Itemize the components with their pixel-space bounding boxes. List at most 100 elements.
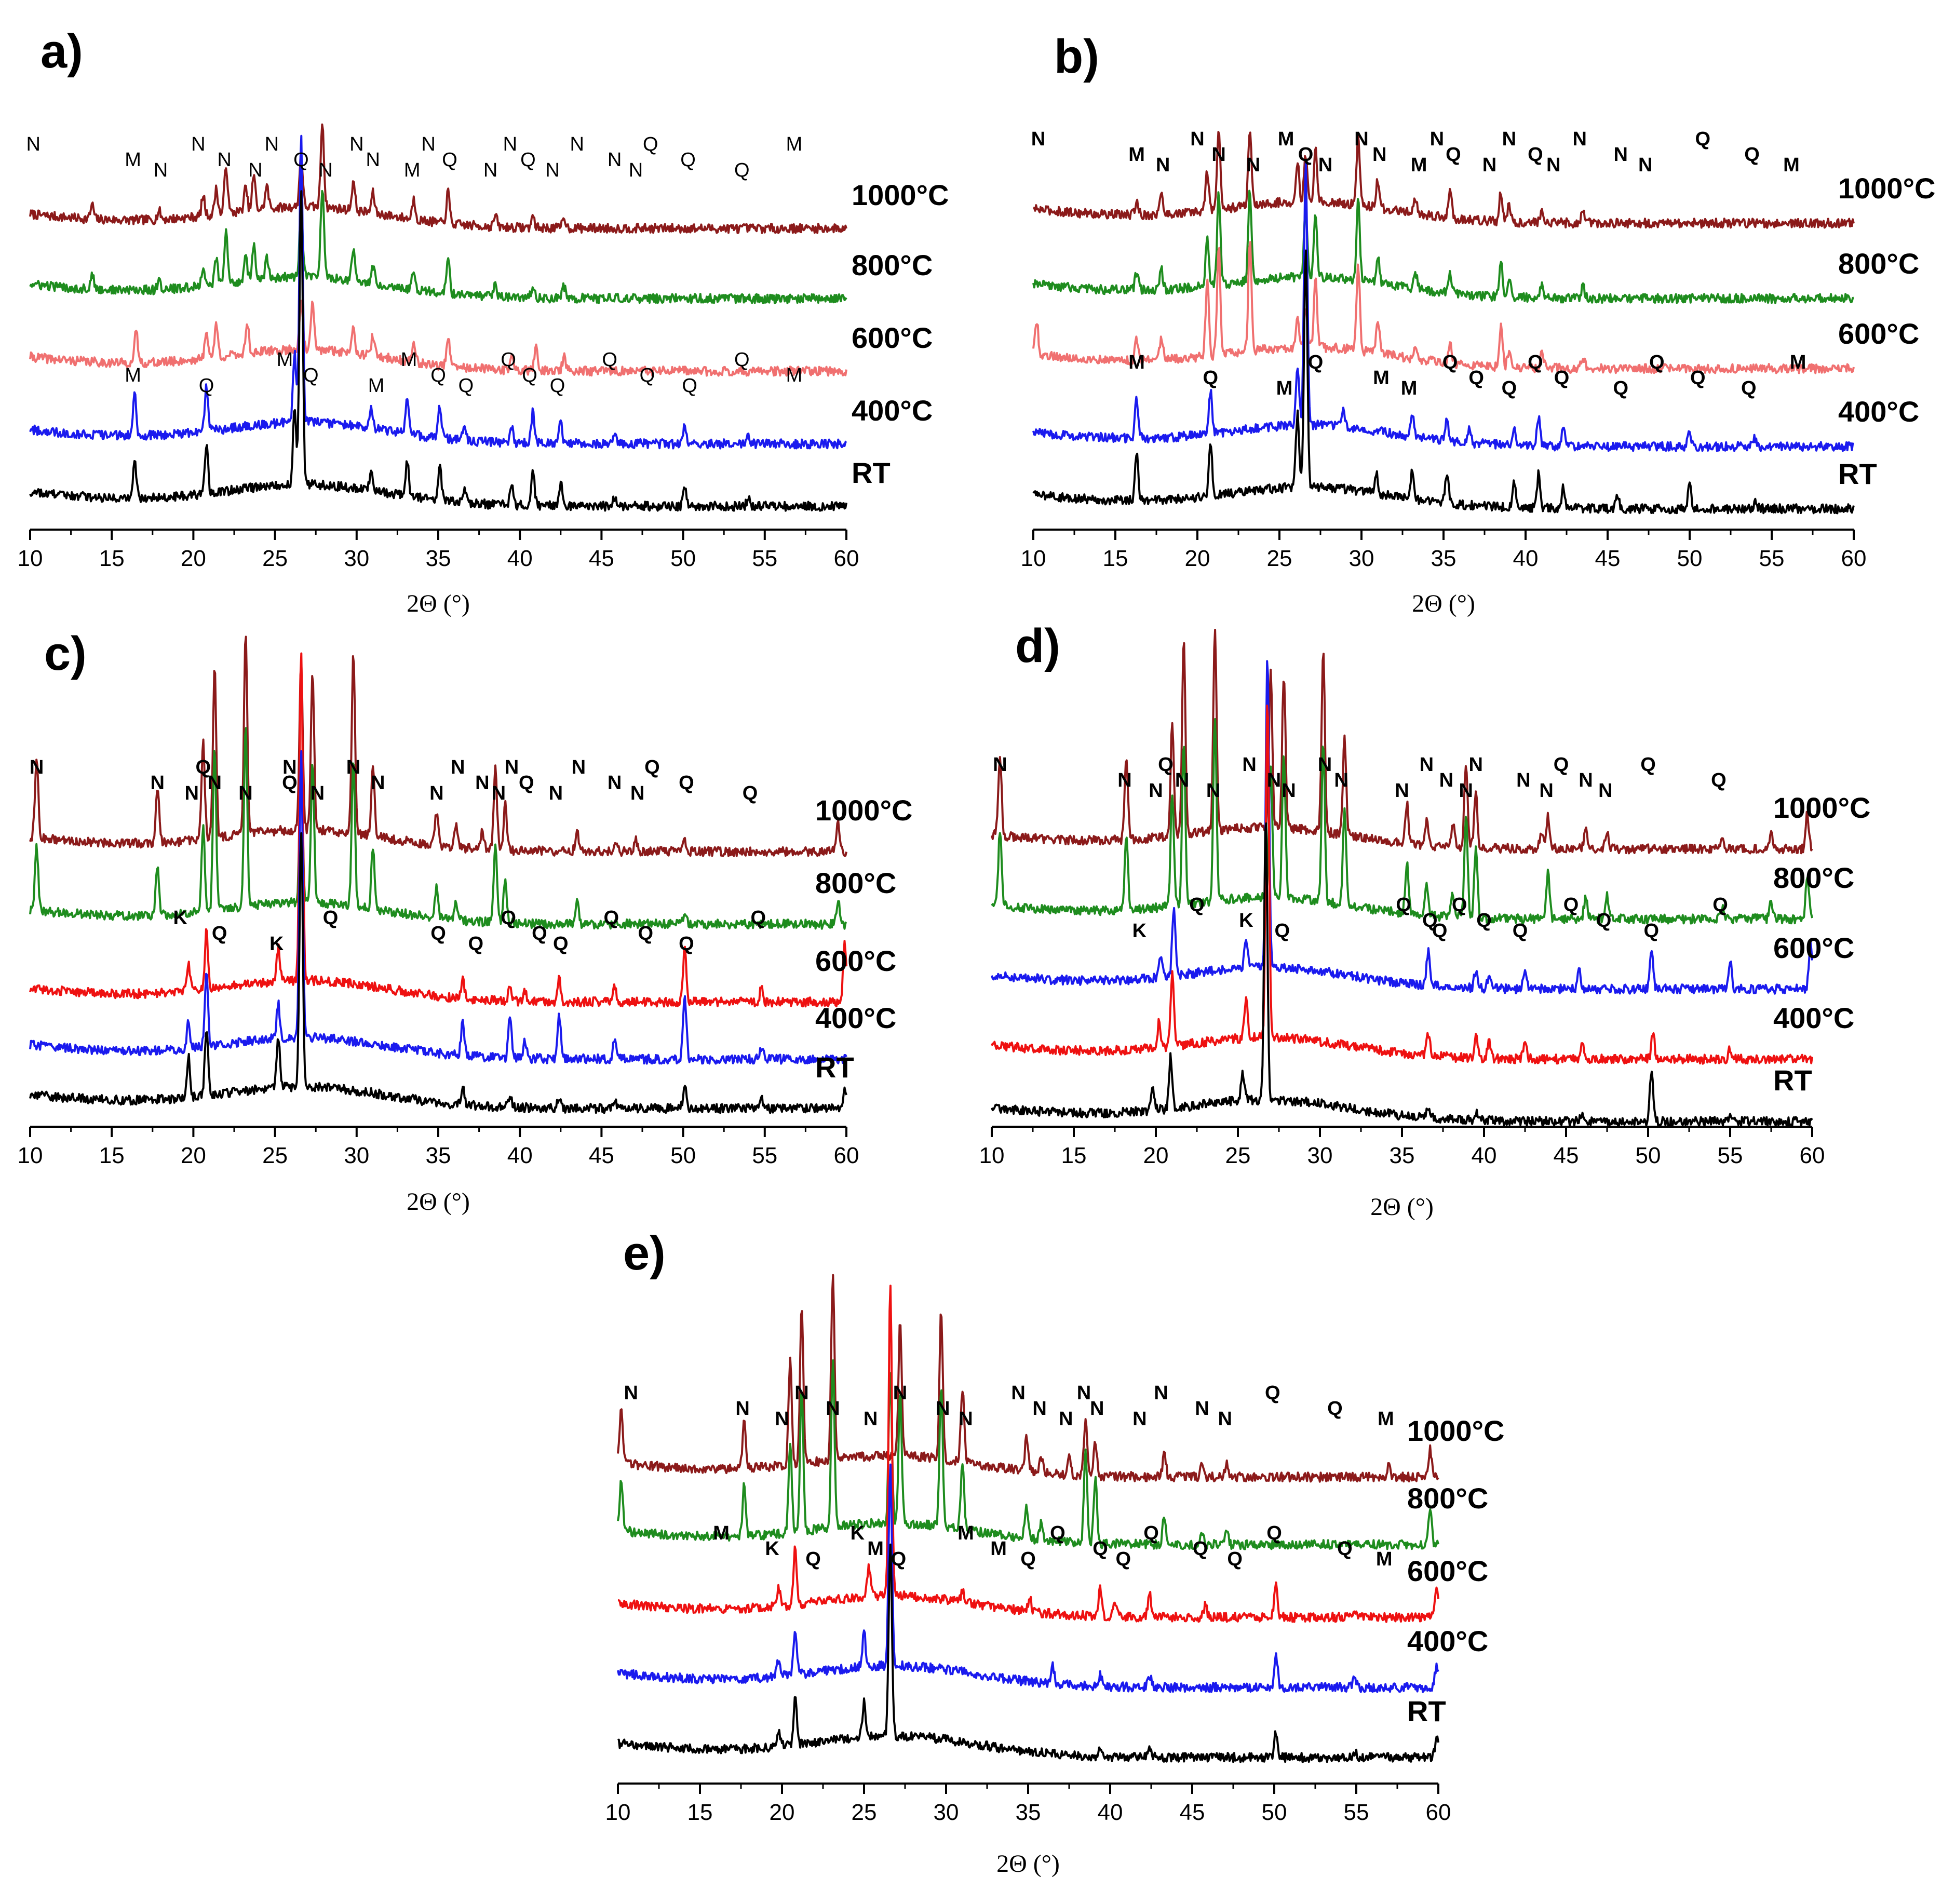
x-tick-label: 45	[589, 1143, 614, 1168]
series-label: 400°C	[1773, 1002, 1854, 1034]
peak-label: K	[173, 907, 188, 929]
x-tick-label: 60	[1426, 1800, 1451, 1825]
peak-label: Q	[1476, 910, 1492, 931]
peak-label: N	[311, 782, 325, 804]
peak-label: N	[826, 1398, 840, 1420]
peak-label: N	[959, 1408, 973, 1430]
peak-label: M	[1783, 154, 1800, 176]
series-label: RT	[1773, 1064, 1812, 1097]
peak-label: N	[1439, 769, 1453, 791]
peak-label: Q	[303, 364, 319, 386]
series-line-1000°C	[617, 1274, 1439, 1483]
series-line-600°C	[1032, 241, 1855, 374]
peak-label: N	[1267, 769, 1281, 791]
peak-label: Q	[1203, 367, 1218, 389]
panel-label: c)	[44, 627, 87, 680]
peak-label: Q	[1741, 377, 1757, 399]
peak-label: Q	[293, 149, 309, 171]
peak-label: Q	[1712, 894, 1728, 916]
x-tick-label: 50	[1262, 1800, 1287, 1825]
peak-label: M	[1378, 1408, 1394, 1430]
peak-label: Q	[1513, 920, 1528, 942]
peak-label: N	[503, 133, 517, 155]
peak-label: Q	[743, 782, 758, 804]
peak-label: Q	[1308, 352, 1324, 373]
peak-label: N	[1334, 769, 1348, 791]
peak-label: K	[1132, 920, 1147, 942]
peak-label: Q	[682, 375, 697, 397]
series-line-400°C	[1032, 160, 1854, 452]
x-axis-title: 2Θ (°)	[407, 590, 470, 617]
peak-label: N	[26, 133, 41, 155]
peak-label: N	[1539, 780, 1553, 802]
series-line-600°C	[991, 660, 1813, 995]
peak-label: N	[475, 772, 489, 794]
peak-label: N	[1459, 780, 1473, 802]
peak-label: N	[794, 1382, 808, 1404]
series-label: 800°C	[1838, 247, 1919, 280]
series-label: 800°C	[815, 867, 896, 899]
peak-label: Q	[282, 772, 298, 794]
x-tick-label: 55	[752, 546, 777, 571]
peak-label: N	[1246, 154, 1260, 176]
x-tick-label: 20	[770, 1800, 795, 1825]
peak-label: M	[1278, 128, 1294, 150]
x-tick-label: 20	[1185, 546, 1210, 571]
series-line-1000°C	[29, 636, 847, 857]
x-tick-label: 15	[1103, 546, 1128, 571]
series-line-RT	[29, 190, 847, 512]
peak-label: Q	[195, 757, 211, 778]
peak-label: N	[1638, 154, 1652, 176]
x-tick-label: 40	[1098, 1800, 1123, 1825]
peak-label: Q	[430, 364, 446, 386]
peak-label: M	[401, 349, 417, 371]
peak-label: N	[1195, 1398, 1209, 1420]
peak-label: N	[185, 782, 199, 804]
x-tick-label: 15	[99, 546, 125, 571]
series-label: 600°C	[815, 944, 896, 977]
peak-label: M	[1373, 367, 1390, 389]
peak-label: M	[1401, 377, 1418, 399]
peak-label: N	[1354, 128, 1368, 150]
peak-label: Q	[1744, 144, 1760, 166]
peak-label: Q	[1554, 754, 1569, 776]
peak-label: N	[346, 757, 360, 778]
peak-label: N	[265, 133, 279, 155]
peak-label: N	[238, 782, 252, 804]
peak-label: Q	[501, 907, 516, 929]
peak-label: N	[1149, 780, 1163, 802]
peak-label: M	[1128, 352, 1145, 373]
peak-label: Q	[734, 159, 750, 181]
peak-label: N	[366, 149, 380, 171]
peak-label: K	[1239, 910, 1253, 931]
peak-label: Q	[1528, 144, 1543, 166]
peak-label: N	[1372, 144, 1386, 166]
peak-label: N	[1318, 754, 1332, 776]
x-tick-label: 35	[426, 546, 451, 571]
x-tick-label: 30	[344, 1143, 369, 1168]
series-label: 400°C	[852, 394, 933, 427]
peak-label: N	[572, 757, 586, 778]
peak-label: Q	[1432, 920, 1448, 942]
series-label: 600°C	[1407, 1555, 1488, 1587]
series-line-400°C	[29, 134, 847, 450]
panel-e: e) 10 15 20 25 30 35 40 45 50 55 60 2Θ (°) 1000°C 800°…	[605, 1227, 1505, 1878]
peak-label: N	[608, 149, 622, 171]
x-axis-title: 2Θ (°)	[407, 1188, 470, 1216]
peak-label: Q	[532, 923, 547, 944]
peak-label: Q	[199, 375, 214, 397]
peak-label: N	[1011, 1382, 1025, 1404]
series-line-800°C	[29, 727, 847, 930]
x-tick-label: 50	[670, 546, 696, 571]
peak-label: N	[154, 159, 168, 181]
peak-label: N	[1579, 769, 1593, 791]
series-label: RT	[852, 456, 891, 489]
peak-label: Q	[212, 923, 227, 944]
peak-label: N	[1516, 769, 1530, 791]
peak-label: N	[248, 159, 262, 181]
series-line-RT	[991, 822, 1813, 1127]
series-line-600°C	[29, 652, 847, 1008]
peak-label: Q	[468, 933, 484, 955]
peak-label: Q	[1265, 1382, 1280, 1404]
x-tick-label: 55	[1718, 1143, 1743, 1168]
